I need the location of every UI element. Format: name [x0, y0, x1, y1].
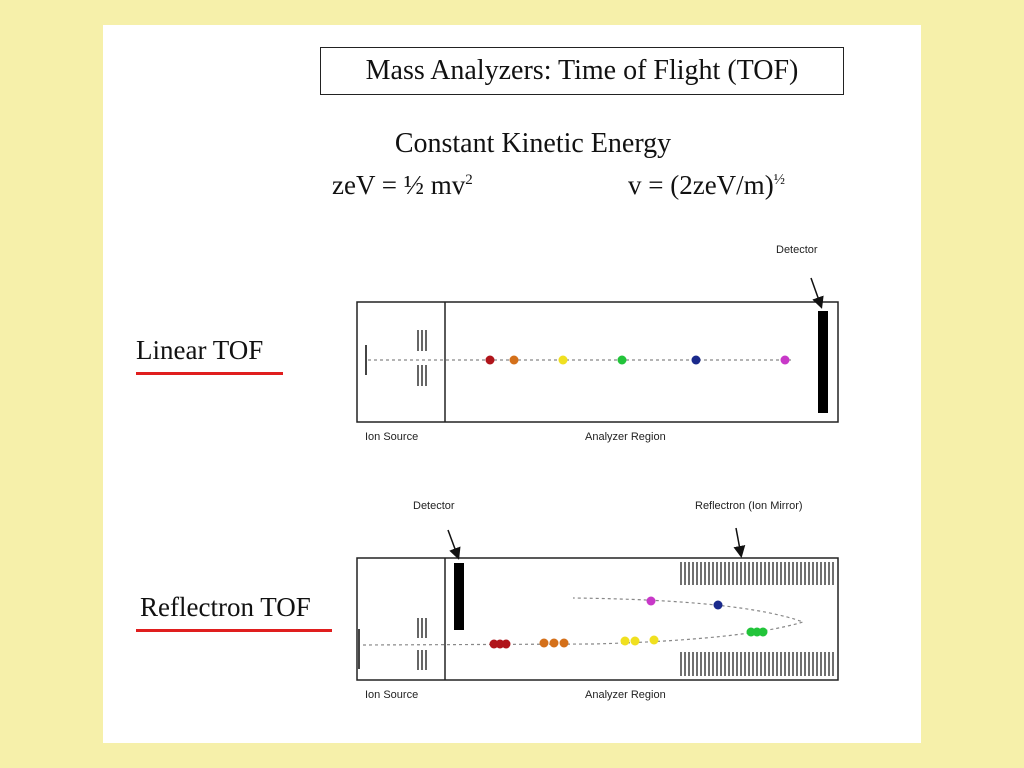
- reflectron-ions-dark-red: [489, 639, 511, 649]
- reflectron-ions-yellow: [620, 635, 659, 646]
- linear-detector-label: Detector: [776, 244, 818, 256]
- reflectron-tof-underline: [136, 629, 332, 632]
- linear-detector-arrow: [810, 277, 824, 309]
- reflectron-ions-orange: [539, 638, 569, 648]
- linear-tof-diagram: Detector Ion Source Analyzer Region: [356, 244, 839, 443]
- equation-kinetic-energy-exponent: 2: [465, 172, 473, 188]
- linear-ion-navy: [691, 355, 701, 365]
- linear-ion-yellow: [558, 355, 568, 365]
- equation-velocity-exponent: ½: [773, 172, 785, 188]
- linear-tube: [356, 301, 839, 423]
- linear-tof-underline: [136, 372, 283, 375]
- linear-ion-orange: [509, 355, 519, 365]
- reflectron-mirror-bottom: [680, 652, 834, 676]
- heading-constant-kinetic-energy: Constant Kinetic Energy: [394, 128, 672, 159]
- linear-ion-magenta: [780, 355, 790, 365]
- reflectron-ions-green: [746, 627, 768, 637]
- reflectron-tof-label: Reflectron TOF: [140, 592, 311, 622]
- equation-velocity: v = (2zeV/m)½: [628, 170, 785, 201]
- slide-title: Mass Analyzers: Time of Flight (TOF): [320, 47, 844, 95]
- reflectron-mirror-label: Reflectron (Ion Mirror): [695, 500, 803, 512]
- reflectron-tof-diagram: Detector Reflectron (Ion Mirror) Ion Sou…: [356, 500, 839, 701]
- equation-kinetic-energy: zeV = ½ mv2: [332, 170, 473, 201]
- slide: Mass Analyzers: Time of Flight (TOF) Con…: [103, 25, 921, 743]
- reflectron-ion-source-label: Ion Source: [365, 689, 418, 701]
- reflectron-analyzer-region-label: Analyzer Region: [585, 689, 666, 701]
- linear-ion-dark-red: [485, 355, 495, 365]
- reflectron-ion-navy: [713, 600, 723, 610]
- linear-analyzer-region-label: Analyzer Region: [585, 431, 666, 443]
- equation-velocity-text: v = (2zeV/m): [628, 170, 774, 200]
- reflectron-flight-path: [362, 597, 805, 646]
- equation-kinetic-energy-text: zeV = ½ mv: [332, 170, 466, 200]
- reflectron-detector-arrow: [447, 529, 461, 560]
- linear-tof-label: Linear TOF: [136, 335, 264, 365]
- reflectron-tube: [356, 557, 839, 681]
- linear-ion-source-label: Ion Source: [365, 431, 418, 443]
- linear-extraction-grids: [417, 330, 427, 386]
- reflectron-mirror-top: [680, 562, 834, 585]
- reflectron-extraction-grids: [417, 618, 427, 670]
- linear-detector: [818, 311, 828, 413]
- reflectron-mirror-arrow: [733, 527, 746, 558]
- tof-diagrams: Detector Ion Source Analyzer Region: [356, 244, 839, 701]
- reflectron-detector-label: Detector: [413, 500, 455, 512]
- reflectron-detector: [454, 563, 464, 630]
- linear-ion-green: [617, 355, 627, 365]
- reflectron-ion-magenta: [646, 596, 656, 606]
